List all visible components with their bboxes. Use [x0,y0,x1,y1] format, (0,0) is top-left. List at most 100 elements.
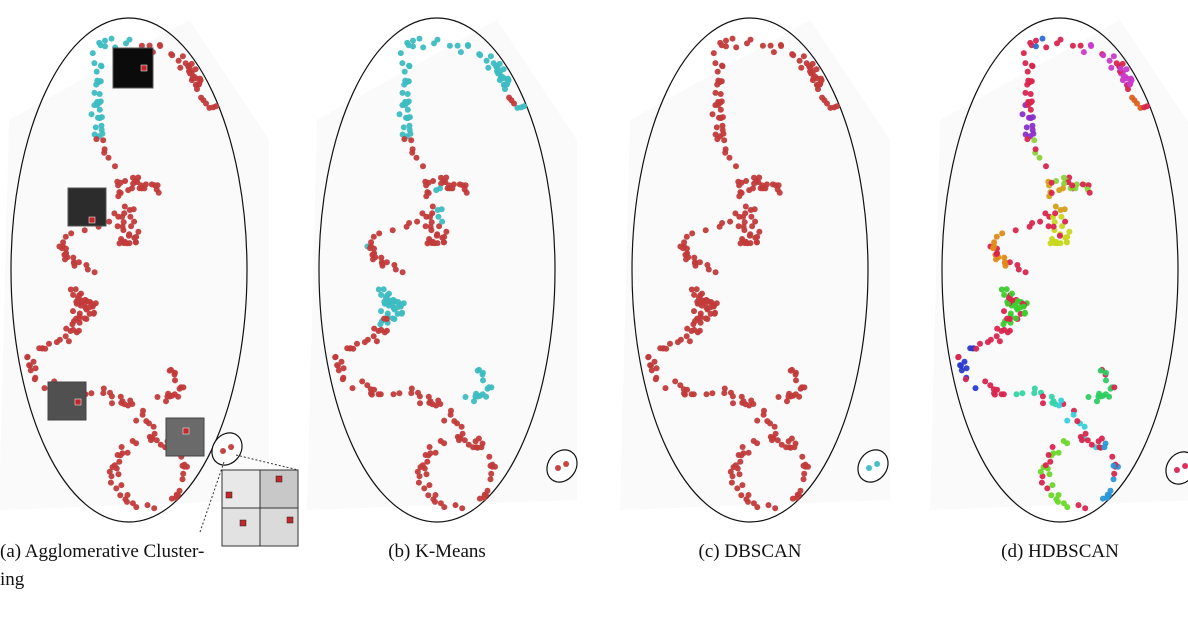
point [115,452,121,458]
point [88,390,94,396]
point [1037,219,1043,225]
point [714,124,720,130]
point [681,386,687,392]
point [73,286,79,292]
point [789,436,795,442]
point [775,437,781,443]
point [78,291,84,297]
point [1064,440,1070,446]
point [399,60,405,66]
point [728,469,734,475]
point [106,219,112,225]
point [417,36,423,42]
point [1033,146,1039,152]
point [117,492,123,498]
point [730,400,736,406]
point [727,219,733,225]
point [1174,467,1180,473]
panel [307,18,583,522]
point [814,75,820,81]
point [410,43,416,49]
point [95,115,101,121]
point [32,376,38,382]
point [1028,91,1034,97]
point [172,391,178,397]
point [495,66,501,72]
point [376,230,382,236]
point [180,53,186,59]
point [187,66,193,72]
point [427,444,433,450]
point [1031,137,1037,143]
point [94,78,100,84]
point [62,256,68,262]
point [152,431,158,437]
point [1031,390,1037,396]
point [1022,60,1028,66]
point [1144,103,1150,109]
point [93,124,99,130]
point [739,482,745,488]
point [76,328,82,334]
point [399,311,405,317]
point [354,341,360,347]
point [723,43,729,49]
point [109,393,115,399]
point [119,444,125,450]
point [401,124,407,130]
point [1037,155,1043,161]
point [692,261,698,267]
point [1111,471,1117,477]
point [1058,37,1064,43]
point [42,346,48,352]
thumbnail-marker [141,65,147,71]
point [1048,492,1054,498]
point [746,450,752,456]
point [133,440,139,446]
caption: (a) Agglomerative Cluster- [0,541,204,562]
point [985,339,991,345]
point [437,185,443,191]
point [740,444,746,450]
point [99,127,105,133]
point [377,321,383,327]
point [400,269,406,275]
point [739,190,745,196]
point [785,394,791,400]
point [85,267,91,273]
point [98,63,104,69]
point [417,400,423,406]
point [1111,384,1117,390]
point [438,175,444,181]
point [82,315,88,321]
point [1002,261,1008,267]
point [764,418,770,424]
point [657,345,663,351]
caption: (c) DBSCAN [699,541,802,562]
point [435,214,441,220]
point [1024,136,1030,142]
point [488,53,494,59]
point [402,99,408,105]
point [747,233,753,239]
point [1009,297,1015,303]
point [466,442,472,448]
point [42,385,48,391]
point [443,229,449,235]
point [719,220,725,226]
point [414,219,420,225]
point [734,485,740,491]
point [140,412,146,418]
point [435,37,441,43]
point [130,500,136,506]
point [733,163,739,169]
point [1124,75,1130,81]
point [129,185,135,191]
point [100,137,106,143]
point [420,462,426,468]
point [426,482,432,488]
point [713,90,719,96]
point [1029,63,1035,69]
point [127,37,133,43]
point [697,328,703,334]
